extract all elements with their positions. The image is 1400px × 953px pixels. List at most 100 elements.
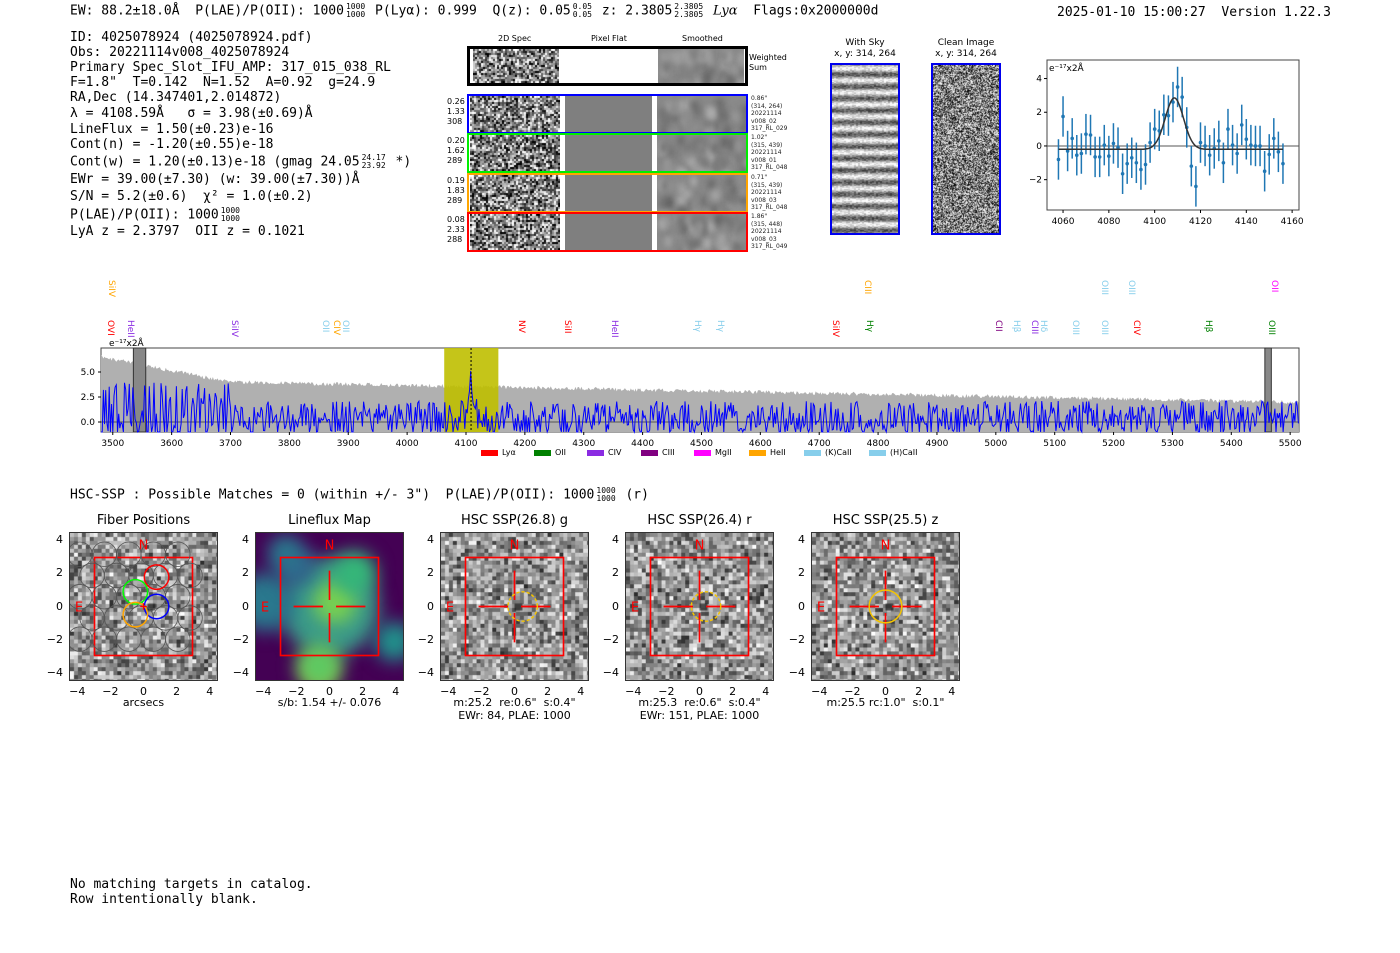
cutout-overlay: NE [631,538,750,657]
north-label: N [695,538,705,553]
legend-swatch [641,449,658,456]
flux-trace [101,370,1299,434]
clean-image-canvas [933,65,999,233]
legend-item: (H)CaII [869,448,917,457]
qz-lo: 0.05 [572,10,592,19]
x-tick-label: 4000 [396,439,419,449]
y-tick-label: −2 [417,632,434,646]
z-lo: 2.3805 [674,10,704,19]
line-label: Hγ [714,320,725,333]
flags-value: Flags:0x2000000d [753,3,879,19]
timestamp-version: 2025-01-10 15:00:27 Version 1.22.3 [1057,5,1331,20]
plae-hi: 1000 [345,2,366,11]
selected-fiber-circle [143,564,170,591]
x-tick-label: 4060 [1052,217,1075,227]
data-point [1258,144,1262,148]
plae-info-lo: 1000 [220,214,240,223]
legend-item: OII [534,448,566,457]
qz-value: Q(z): 0.05 [492,3,571,19]
fiber-circle [140,541,166,567]
x-tick-label: 3900 [337,439,360,449]
fiber-stats: 0.19 1.83 289 [447,176,465,205]
x-tick-label: 5400 [1220,439,1243,449]
x-tick-label: −2 [658,685,675,698]
fiber-pixel-flat [565,135,652,171]
fiber-smoothed [657,96,746,132]
panel-caption: m:25.3 re:0.6" s:0.4" EWr: 151, PLAE: 10… [638,696,761,722]
data-point [1074,153,1079,158]
data-point [1235,151,1239,156]
fiber-info: 0.71" (315, 439) 20221114 v008_03 317_RL… [751,174,788,211]
legend-swatch [587,449,604,456]
gaussian-fit-curve [1058,97,1283,151]
legend-swatch [694,449,711,456]
y-tick-label: 0 [1036,142,1042,152]
y-tick-label: −4 [232,665,249,679]
legend-item: CIII [641,448,675,457]
x-tick-label: 4400 [631,439,654,449]
y-tick-label: 2 [56,566,63,580]
summary-header: EW: 88.2±18.0Å P(LAE)/P(OII): 1000 1000 10… [70,3,878,19]
fiber-circle [140,626,166,652]
y-tick-label: 0 [798,599,805,613]
line-label: NV [515,320,526,333]
qz-range: 0.05 0.05 [573,3,592,19]
hsc-plae-lo: 1000 [596,494,616,503]
x-tick-label: −4 [440,685,457,698]
line-label: OIII [1099,320,1110,336]
line-label: CIII [862,280,873,295]
north-label: N [325,538,335,553]
x-tick-label: 0 [140,685,147,698]
z-hi: 2.3805 [674,2,704,11]
line-label: Hγ [691,320,702,333]
x-tick-label: 4100 [455,439,478,449]
selected-fiber-circle [122,601,149,628]
data-point [1070,136,1074,141]
line-label: Hγ [864,320,875,333]
fit-unit-label: e⁻¹⁷x2Å [1049,62,1085,74]
continuum-wide: Cont(w) = 1.20(±0.13)e-18 (gmag 24.05 24.… [70,154,411,170]
x-tick-label: 5200 [1102,439,1125,449]
version: Version 1.22.3 [1221,5,1331,20]
y-tick-label: 0 [612,599,619,613]
x-tick-label: 4 [392,685,400,698]
y-tick-label: 4 [242,533,249,547]
plya-value: P(Lyα): 0.999 [375,3,477,19]
aperture-box [835,556,936,657]
data-point [1217,139,1221,143]
x-tick-label: 4100 [1143,217,1166,227]
data-point [1134,161,1139,165]
legend-label: (K)CaII [825,448,852,457]
x-tick-label: 4160 [1281,217,1304,227]
y-tick-label: 4 [427,533,434,547]
legend-label: MgII [715,448,732,457]
line-label: SiIV [106,280,116,298]
line-label: CIV [1130,320,1141,336]
fiber-circle [91,584,117,610]
line-label: OIII [1265,320,1276,336]
plae-info-hi: 1000 [220,206,240,215]
fiber-smoothed [657,214,746,250]
data-point [1162,112,1166,117]
plae-ratio: P(LAE)/P(OII): 1000 1000 1000 [70,207,242,223]
y-tick-label: 0 [242,599,249,613]
legend-item: Lyα [481,448,516,457]
fiber-circle [116,626,142,652]
aperture-box [279,556,380,657]
data-point [1249,143,1253,147]
x-tick-label: 0 [882,685,889,698]
fiber-spec-row [467,212,748,252]
cutout-image: NE [69,532,218,681]
y-tick-label: 4 [798,533,805,547]
x-tick-label: 3500 [101,439,124,449]
fiber-2d-spec [470,214,560,250]
weighted-smoothed [658,49,744,83]
cutout-overlay: NE [446,538,565,657]
x-tick-label: 4 [948,685,956,698]
panel-title: Fiber Positions [96,513,191,528]
x-tick-label: 4600 [749,439,772,449]
x-tick-label: 4120 [1189,217,1212,227]
x-tick-label: 4500 [690,439,713,449]
data-point [1281,161,1285,166]
data-point [1139,167,1143,172]
